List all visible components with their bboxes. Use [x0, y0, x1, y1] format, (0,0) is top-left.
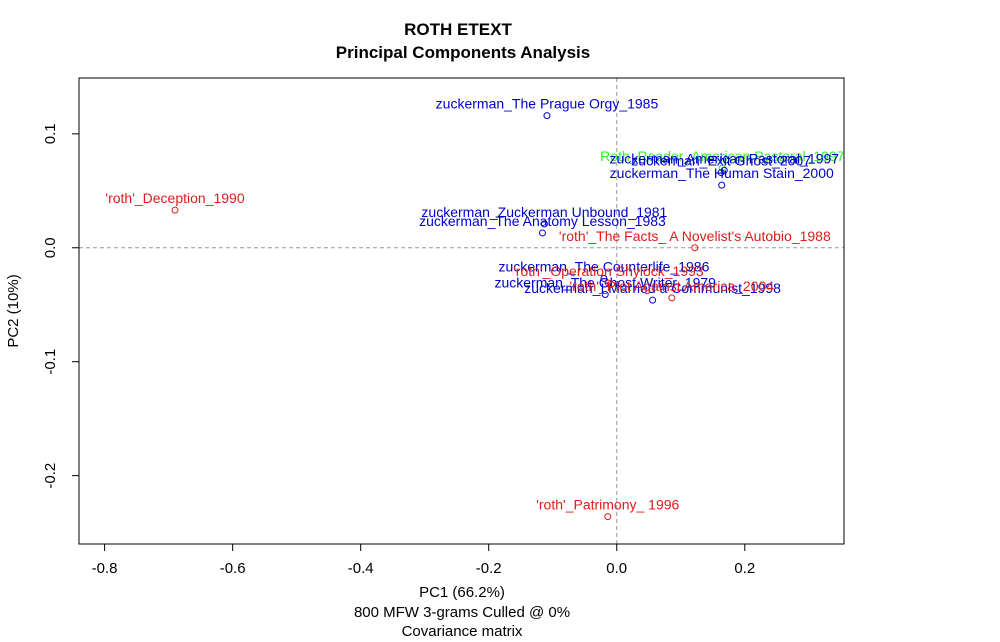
chart-title: ROTH ETEXT [404, 20, 512, 39]
y-axis: -0.2 -0.1 0.0 0.1 [42, 123, 80, 489]
x-axis-sublabel-2: Covariance matrix [402, 623, 523, 640]
data-point [718, 181, 726, 189]
point-label: zuckerman_I Married a Communist_1998 [524, 280, 781, 296]
chart-subtitle: Principal Components Analysis [336, 43, 590, 62]
data-point [540, 220, 548, 228]
data-point [600, 275, 608, 283]
point-label: Roth_Reader_American Pastoral_1997 [600, 148, 845, 164]
point-label: zuckerman_Exit Ghost_2007 [631, 153, 811, 169]
point-label: 'roth'_Plot Against America_2004 [569, 278, 774, 294]
data-point [538, 229, 546, 237]
point-label: 'roth'_Patrimony_ 1996 [536, 497, 679, 513]
data-point [668, 294, 676, 302]
x-tick-label: -0.4 [348, 560, 374, 577]
point-label: zuckerman_The Anatomy Lesson_1983 [419, 213, 666, 229]
data-point [171, 206, 179, 214]
data-point [717, 169, 725, 177]
point-label: 'roth'_Deception_1990 [105, 190, 244, 206]
point-label: zuckerman_The Counterlife_1986 [498, 259, 709, 275]
y-tick-label: 0.1 [42, 123, 59, 144]
point-label: zuckerman_The Human Stain_2000 [610, 165, 834, 181]
data-point [604, 513, 612, 521]
x-tick-label: -0.8 [92, 560, 118, 577]
data-point [649, 296, 657, 304]
data-point [718, 164, 726, 172]
y-axis-label: PC2 (10%) [5, 274, 22, 347]
point-label: zuckerman_The Ghost Writer_1979 [494, 274, 716, 290]
x-tick-label: 0.2 [734, 560, 755, 577]
data-point [691, 244, 699, 252]
data-point [601, 290, 609, 298]
data-point [604, 279, 612, 287]
y-tick-label: -0.1 [42, 349, 59, 375]
data-points [171, 112, 728, 521]
point-label: 'roth'_The Facts_ A Novelist's Autobio_1… [559, 228, 831, 244]
point-label: zuckerman_The Prague Orgy_1985 [436, 96, 659, 112]
y-tick-label: -0.2 [42, 463, 59, 489]
x-axis-label: PC1 (66.2%) [419, 584, 505, 601]
point-label: zuckerman_Zuckerman Unbound_1981 [421, 204, 667, 220]
y-tick-label: 0.0 [42, 237, 59, 258]
point-labels: zuckerman_The Prague Orgy_1985 'roth'_Dec… [105, 96, 844, 513]
x-tick-label: -0.6 [220, 560, 246, 577]
x-axis: -0.8 -0.6 -0.4 -0.2 0.0 0.2 [92, 543, 755, 577]
x-tick-label: 0.0 [606, 560, 627, 577]
point-label: zuckerman_American Pastoral_1997 [609, 150, 839, 166]
x-axis-sublabel: 800 MFW 3-grams Culled @ 0% [354, 604, 570, 621]
data-point [543, 112, 551, 120]
x-tick-label: -0.2 [476, 560, 502, 577]
reference-lines [79, 78, 844, 544]
point-label: 'roth'_Operation Shylock_1993 [513, 263, 704, 279]
